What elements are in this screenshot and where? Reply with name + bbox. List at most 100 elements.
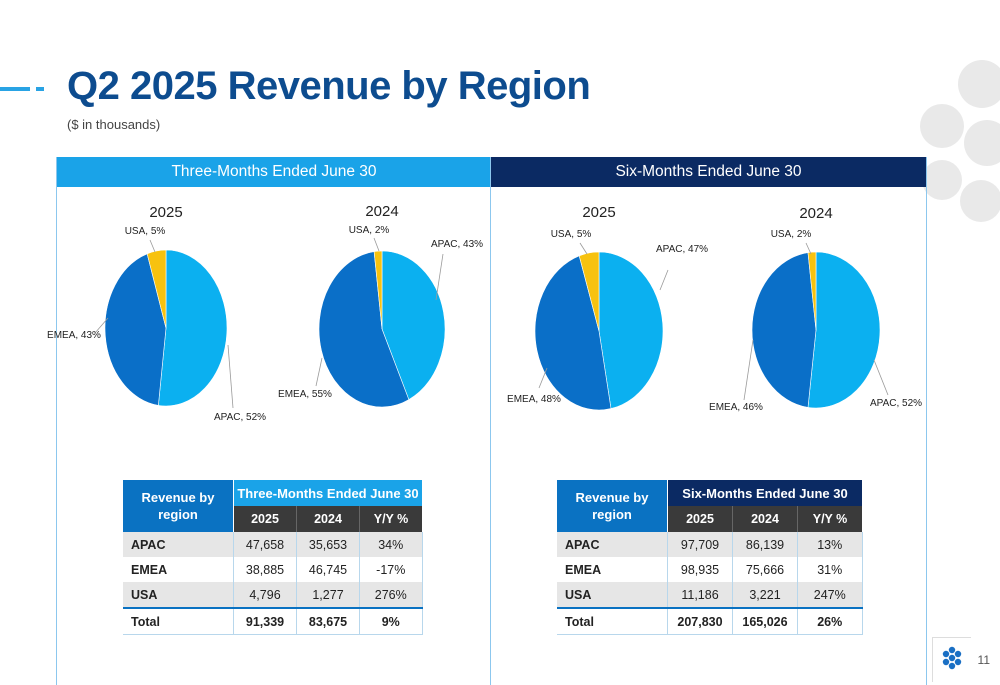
pie-label-emea: EMEA, 55%	[278, 389, 332, 400]
logo-icon	[942, 646, 962, 670]
pie-year-title: 2024	[365, 203, 398, 220]
table-cell: 47,658	[233, 532, 297, 557]
leader-line	[149, 239, 156, 253]
table-cell: 38,885	[233, 557, 297, 582]
table-col-header: Y/Y %	[797, 506, 862, 532]
leader-line	[373, 237, 380, 252]
pie-slice-usa	[807, 251, 817, 331]
pie-chart: 2024 APAC, 43% EMEA, 55% USA, 2%	[278, 203, 483, 408]
pie-slice-emea	[534, 255, 612, 411]
pie-slice-apac	[381, 250, 446, 401]
table-col-header: 2024	[296, 506, 360, 532]
table-cell: -17%	[359, 557, 423, 582]
pie-charts: 2025 APAC, 52% EMEA, 43% USA, 5% 2024 APAC, 4…	[47, 203, 922, 423]
leader-line	[743, 339, 754, 401]
panel-header-three-months: Three-Months Ended June 30	[57, 157, 491, 187]
pie-label-apac: APAC, 47%	[656, 244, 708, 255]
decor-line-short	[36, 87, 44, 91]
pie-chart: 2024 APAC, 52% EMEA, 46% USA, 2%	[709, 205, 922, 413]
pie-slice-emea	[751, 252, 817, 408]
table-cell: 97,709	[667, 532, 733, 557]
page-number: 11	[977, 653, 990, 667]
table-row: EMEA 98,935 75,666 31%	[557, 557, 863, 582]
table-row-header: Revenue by region	[123, 480, 234, 532]
table-cell: 75,666	[732, 557, 798, 582]
pie-year-title: 2024	[799, 205, 832, 222]
pie-slice-apac	[598, 251, 664, 409]
pie-year-title: 2025	[149, 204, 182, 221]
pie-label-usa: USA, 5%	[551, 229, 592, 240]
page-title: Q2 2025 Revenue by Region	[67, 64, 591, 108]
table-cell: 86,139	[732, 532, 798, 557]
pie-slice-usa	[146, 249, 167, 329]
table-cell: 207,830	[667, 607, 733, 635]
leader-line	[315, 357, 323, 387]
table-row-header: Revenue by region	[557, 480, 668, 532]
pie-label-usa: USA, 2%	[349, 225, 390, 236]
table-cell: 165,026	[732, 607, 798, 635]
table-row: APAC 47,658 35,653 34%	[123, 532, 423, 557]
pie-slice-emea	[104, 253, 167, 406]
table-row-total: Total 207,830 165,026 26%	[557, 607, 863, 635]
region-name: Total	[557, 607, 668, 635]
pie-chart: 2025 APAC, 52% EMEA, 43% USA, 5%	[47, 204, 266, 423]
pie-slice-usa	[578, 251, 600, 332]
leader-line	[94, 317, 109, 334]
table-cell: 247%	[797, 582, 863, 608]
table-cell: 13%	[797, 532, 863, 557]
table-row-total: Total 91,339 83,675 9%	[123, 607, 423, 635]
decor-bubbles	[920, 60, 1000, 300]
leader-line	[435, 253, 444, 301]
leader-line	[805, 242, 812, 255]
pie-label-emea: EMEA, 48%	[507, 394, 561, 405]
pie-label-usa: USA, 2%	[771, 229, 812, 240]
region-name: USA	[123, 582, 234, 608]
table-cell: 46,745	[296, 557, 360, 582]
pie-year-title: 2025	[582, 204, 615, 221]
leader-line	[659, 269, 669, 291]
panel-six-months: Six-Months Ended June 30	[490, 157, 927, 685]
leader-line	[227, 344, 234, 409]
pie-slice-apac	[807, 251, 881, 409]
table-cell: 83,675	[296, 607, 360, 635]
pie-label-apac: APAC, 52%	[214, 412, 266, 423]
pie-label-emea: EMEA, 46%	[709, 402, 763, 413]
table-row: USA 11,186 3,221 247%	[557, 582, 863, 608]
region-name: USA	[557, 582, 668, 608]
pie-label-apac: APAC, 43%	[431, 239, 483, 250]
region-name: EMEA	[557, 557, 668, 582]
table-row: EMEA 38,885 46,745 -17%	[123, 557, 423, 582]
table-row: USA 4,796 1,277 276%	[123, 582, 423, 608]
table-cell: 26%	[797, 607, 863, 635]
panel-header-six-months: Six-Months Ended June 30	[491, 157, 926, 187]
revenue-table-six-months: Revenue by region Six-Months Ended June …	[557, 480, 863, 635]
company-logo	[932, 637, 971, 682]
table-cell: 9%	[359, 607, 423, 635]
pie-label-apac: APAC, 52%	[870, 398, 922, 409]
revenue-table-three-months: Revenue by region Three-Months Ended Jun…	[123, 480, 423, 635]
region-name: EMEA	[123, 557, 234, 582]
pie-slice-apac	[158, 249, 228, 407]
table-col-header: 2025	[233, 506, 297, 532]
table-cell: 276%	[359, 582, 423, 608]
pie-slice-usa	[373, 250, 383, 330]
table-cell: 4,796	[233, 582, 297, 608]
table-col-header: Y/Y %	[359, 506, 422, 532]
pie-slice-emea	[318, 251, 410, 408]
region-name: APAC	[557, 532, 668, 557]
page-subtitle: ($ in thousands)	[67, 117, 161, 132]
table-cell: 34%	[359, 532, 423, 557]
table-period-header: Three-Months Ended June 30	[233, 480, 422, 506]
table-cell: 35,653	[296, 532, 360, 557]
table-cell: 1,277	[296, 582, 360, 608]
table-row: APAC 97,709 86,139 13%	[557, 532, 863, 557]
table-period-header: Six-Months Ended June 30	[667, 480, 862, 506]
leader-line	[579, 242, 588, 255]
table-col-header: 2025	[667, 506, 733, 532]
pie-label-usa: USA, 5%	[125, 226, 166, 237]
table-cell: 91,339	[233, 607, 297, 635]
table-col-header: 2024	[732, 506, 798, 532]
table-cell: 98,935	[667, 557, 733, 582]
table-cell: 31%	[797, 557, 863, 582]
leader-line	[538, 367, 548, 389]
